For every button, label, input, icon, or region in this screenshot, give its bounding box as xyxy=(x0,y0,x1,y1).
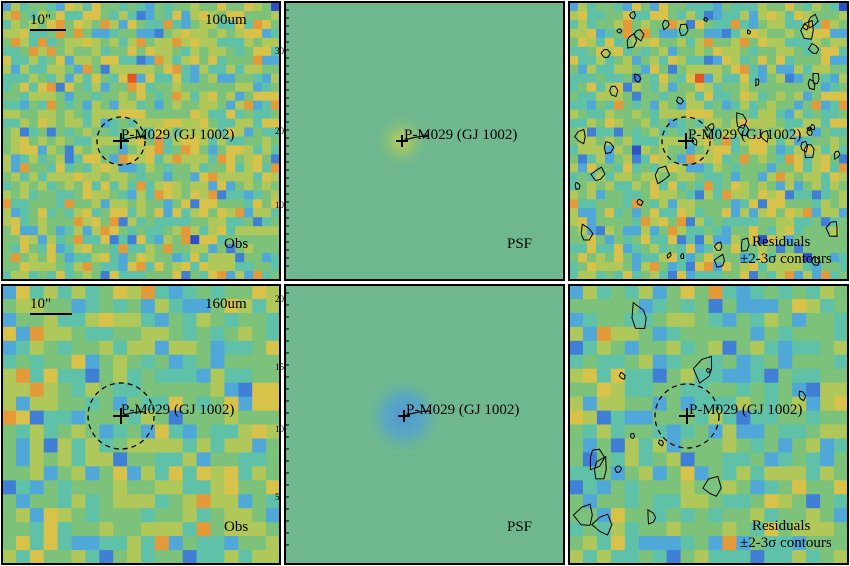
tick-label: 10 xyxy=(275,424,285,434)
panel-label: PSF xyxy=(507,236,532,252)
panel-label: PSF xyxy=(507,519,532,535)
panel-100um-obs: 10" 100um * P-M029 (GJ 1002) Obs xyxy=(1,1,281,281)
panel-sublabel: ±2-3σ contours xyxy=(740,251,832,267)
panel-label: Residuals xyxy=(752,234,810,250)
source-marker xyxy=(679,408,695,424)
panel-100um-residual: P-M029 (GJ 1002) Residuals ±2-3σ contour… xyxy=(568,1,849,281)
target-label: P-M029 (GJ 1002) xyxy=(404,127,517,143)
source-marker: * xyxy=(113,131,146,149)
panel-160um-psf: 20 15 10 5 P-M029 (GJ 1002) PSF xyxy=(275,284,565,565)
panel-sublabel: ±2-3σ contours xyxy=(740,535,832,551)
svg-text:*: * xyxy=(422,130,428,144)
panel-label: Obs xyxy=(224,519,248,535)
aperture-circle xyxy=(87,382,155,450)
tick-label: 10 xyxy=(275,200,285,210)
target-label: P-M029 (GJ 1002) xyxy=(121,402,234,418)
source-marker: * xyxy=(396,130,429,147)
panel-label: Residuals xyxy=(752,518,810,534)
panel-100um-psf: 30 20 10 * P-M029 (GJ 1002) PSF xyxy=(275,1,565,281)
svg-text:*: * xyxy=(140,131,146,145)
band-label: 100um xyxy=(205,12,247,28)
target-label: P-M029 (GJ 1002) xyxy=(406,402,519,418)
target-label: P-M029 (GJ 1002) xyxy=(121,127,234,143)
scale-bar-label: 10" xyxy=(30,12,51,28)
tick-label: 20 xyxy=(275,294,285,304)
residual-contours xyxy=(572,301,807,536)
target-label: P-M029 (GJ 1002) xyxy=(689,402,802,418)
tick-label: 15 xyxy=(275,362,285,372)
tick-label: 30 xyxy=(275,46,285,56)
band-label: 160um xyxy=(205,296,247,312)
source-marker xyxy=(398,410,431,422)
source-marker xyxy=(113,408,146,424)
panel-160um-residual: P-M029 (GJ 1002) Residuals ±2-3σ contour… xyxy=(568,284,849,565)
panel-label: Obs xyxy=(224,236,248,252)
aperture-circle xyxy=(654,383,720,449)
tick-label: 5 xyxy=(275,492,280,502)
aperture-circle xyxy=(661,116,711,166)
aperture-circle xyxy=(96,116,146,166)
tick-label: 20 xyxy=(275,126,285,136)
source-marker xyxy=(678,133,694,149)
scale-bar-label: 10" xyxy=(30,296,51,312)
panel-160um-obs: 10" 160um P-M029 (GJ 1002) Obs xyxy=(1,284,281,565)
target-label: P-M029 (GJ 1002) xyxy=(688,127,801,143)
